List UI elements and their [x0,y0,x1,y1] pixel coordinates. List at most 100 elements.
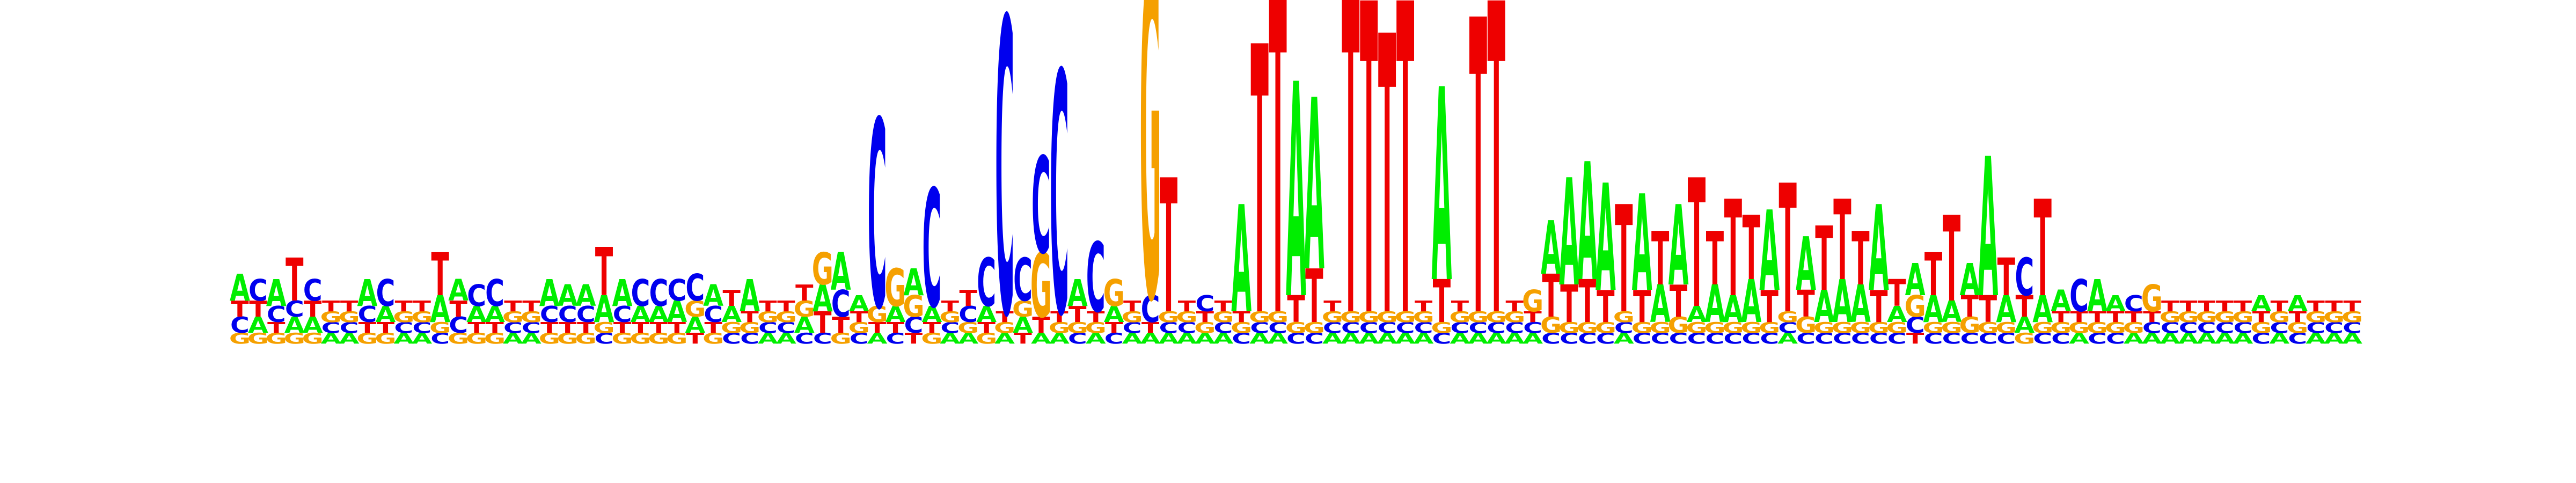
logo-letter-c: C [2251,330,2271,347]
logo-letter-g: G [1777,309,1798,326]
logo-letter-t: T [1651,217,1669,302]
logo-letter-g: G [1103,273,1125,315]
logo-letter-a: A [1687,302,1707,327]
logo-letter-g: G [630,330,651,347]
logo-letter-a: A [1905,254,1926,305]
logo-letter-g: G [1085,319,1107,336]
logo-letter-c: C [2161,319,2180,336]
logo-letter-a: A [1741,268,1761,336]
logo-letter-t: T [249,296,267,322]
logo-letter-t: T [2088,309,2106,326]
logo-letter-a: A [1632,167,1652,321]
logo-letter-a: A [2069,330,2089,347]
logo-letter-g: G [2323,309,2345,326]
logo-letter-g: G [1122,309,1143,326]
logo-letter-g: G [2232,309,2253,326]
logo-letter-g: G [1595,319,1616,336]
logo-letter-g: G [1067,319,1088,336]
logo-letter-g: G [848,319,870,336]
logo-letter-g: G [338,309,360,326]
logo-letter-g: G [1030,235,1052,338]
logo-letter-a: A [521,330,541,347]
logo-letter-a: A [1322,330,1343,347]
logo-letter-a: A [284,312,305,338]
logo-letter-a: A [976,302,997,327]
logo-letter-g: G [2141,278,2163,320]
logo-letter-c: C [940,319,960,336]
logo-letter-g: G [1522,284,1543,318]
logo-letter-t: T [650,319,668,336]
logo-letter-a: A [1122,330,1143,347]
logo-letter-g: G [1759,319,1780,336]
logo-letter-a: A [813,278,833,320]
logo-letter-g: G [1012,296,1034,322]
logo-letter-a: A [1942,295,1962,329]
logo-letter-g: G [2014,330,2035,347]
logo-letter-g: G [1413,309,1434,326]
logo-letter-a: A [2087,270,2107,321]
logo-letter-t: T [722,286,741,311]
logo-letter-g: G [521,309,542,326]
logo-letter-t: T [559,319,576,336]
logo-letter-c: C [613,302,632,327]
logo-letter-c: C [1195,291,1214,317]
logo-letter-t: T [2034,172,2052,326]
logo-letter-a: A [1140,330,1161,347]
logo-letter-c: C [631,273,650,315]
logo-letter-c: C [2088,330,2107,347]
logo-letter-g: G [247,330,269,347]
logo-letter-g: G [1832,319,1853,336]
logo-letter-c: C [558,302,577,327]
logo-letter-g: G [1923,319,1944,336]
logo-letter-a: A [2233,330,2253,347]
logo-letter-g: G [884,258,906,318]
logo-letter-t: T [595,235,613,311]
logo-letter-g: G [2214,309,2235,326]
logo-letter-g: G [429,319,451,336]
logo-letter-t: T [1560,274,1578,334]
logo-letter-t: T [814,306,832,340]
logo-letter-c: C [1869,330,1889,347]
logo-letter-a: A [1249,330,1270,347]
logo-letter-t: T [1578,268,1596,336]
logo-letter-t: T [1378,0,1396,402]
logo-letter-g: G [812,243,833,295]
logo-letter-a: A [2142,330,2162,347]
logo-letter-t: T [1250,0,1269,398]
logo-letter-a: A [1213,330,1233,347]
logo-letter-t: T [267,319,285,336]
logo-letter-c: C [522,319,541,336]
logo-letter-c: C [995,0,1014,407]
logo-letter-g: G [957,319,979,336]
logo-letter-c: C [2142,319,2162,336]
logo-letter-a: A [885,302,906,327]
logo-letter-g: G [1577,319,1598,336]
logo-letter-a: A [2051,284,2071,318]
logo-letter-c: C [1541,330,1561,347]
logo-letter-t: T [1761,281,1779,332]
logo-letter-t: T [304,296,322,322]
logo-letter-c: C [2197,319,2216,336]
logo-letter-g: G [1267,309,1289,326]
logo-letter-a: A [2287,291,2308,317]
logo-letter-c: C [2343,319,2362,336]
logo-letter-a: A [1304,50,1324,324]
logo-letter-t: T [923,319,941,336]
logo-letter-a: A [339,330,360,347]
logo-letter-c: C [740,330,759,347]
logo-letter-c: C [1359,319,1379,336]
logo-letter-a: A [466,302,487,327]
logo-letter-t: T [1524,309,1541,326]
logo-letter-c: C [1305,330,1324,347]
logo-letter-a: A [357,273,378,315]
logo-letter-a: A [849,291,869,317]
logo-letter-a: A [1468,330,1488,347]
logo-letter-g: G [1485,309,1507,326]
logo-letter-t: T [1833,177,1851,305]
logo-letter-t: T [358,319,376,336]
logo-letter-t: T [2125,309,2142,326]
logo-letter-c: C [1960,330,1980,347]
logo-letter-t: T [1870,281,1887,332]
logo-letter-c: C [1432,330,1452,347]
